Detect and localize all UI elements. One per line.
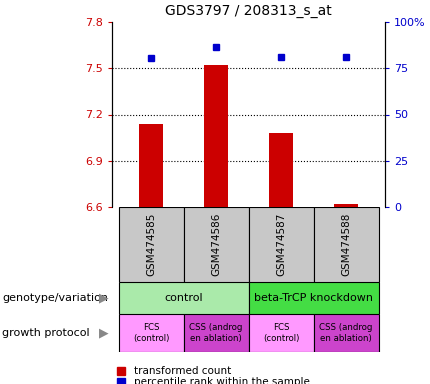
Bar [119,314,184,352]
Text: control: control [164,293,203,303]
Text: GSM474587: GSM474587 [276,213,286,276]
Bar [249,207,313,282]
Bar [249,282,378,314]
Text: transformed count: transformed count [133,366,231,376]
Bar [249,314,313,352]
Bar [313,207,378,282]
Bar [119,207,184,282]
Bar [313,314,378,352]
Text: genotype/variation: genotype/variation [2,293,108,303]
Text: growth protocol: growth protocol [2,328,90,338]
Text: FCS
(control): FCS (control) [263,323,299,343]
Bar [138,124,163,207]
Text: GSM474586: GSM474586 [211,213,221,276]
Text: CSS (androg
en ablation): CSS (androg en ablation) [189,323,243,343]
Text: GSM474585: GSM474585 [146,213,156,276]
Bar [269,133,293,207]
Bar [204,65,228,207]
Bar [334,204,358,207]
Text: percentile rank within the sample: percentile rank within the sample [133,376,309,384]
Text: ▶: ▶ [99,326,109,339]
Text: FCS
(control): FCS (control) [133,323,169,343]
Text: ▶: ▶ [99,291,109,305]
Text: CSS (androg
en ablation): CSS (androg en ablation) [319,323,373,343]
Text: beta-TrCP knockdown: beta-TrCP knockdown [254,293,373,303]
Bar [184,314,249,352]
Text: GSM474588: GSM474588 [341,213,351,276]
Bar [119,282,249,314]
Title: GDS3797 / 208313_s_at: GDS3797 / 208313_s_at [165,4,332,18]
Bar [184,207,249,282]
